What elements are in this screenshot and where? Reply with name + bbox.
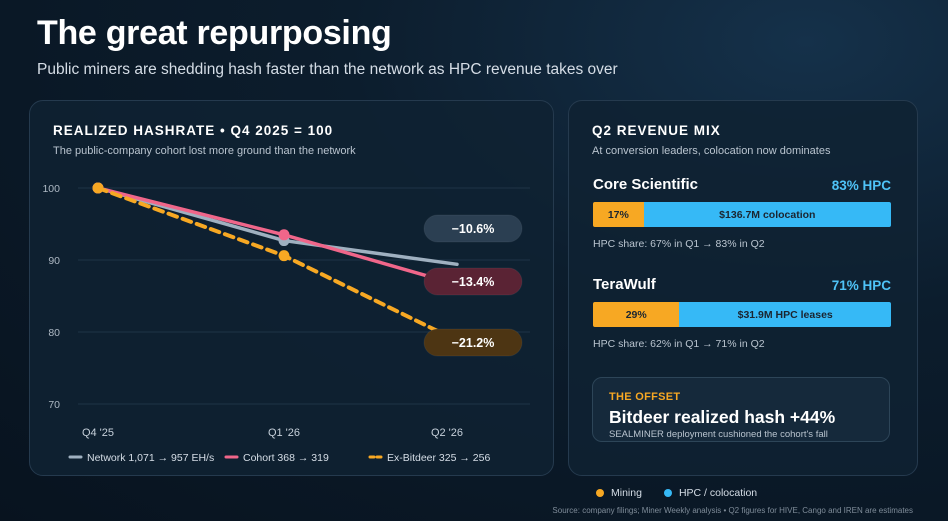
hpc-legend-label: HPC / colocation: [678, 487, 758, 499]
page-subtitle: Public miners are shedding hash faster t…: [37, 61, 618, 78]
end-label: −13.4%: [452, 275, 495, 289]
hpc-share-note-core-scientific: HPC share: 67% in Q1 → 83% in Q2: [593, 238, 765, 250]
mining-segment: 17%: [593, 202, 644, 227]
y-tick-label: 70: [48, 399, 60, 411]
data-point: [278, 229, 290, 241]
legend-label: Ex-Bitdeer 325 → 256: [387, 452, 490, 464]
mining-legend-dot: [596, 489, 604, 497]
hpc-segment: $31.9M HPC leases: [679, 302, 891, 327]
page-title: The great repurposing: [37, 14, 392, 52]
mining-legend-label: Mining: [611, 487, 642, 499]
hashrate-subtitle: The public-company cohort lost more grou…: [53, 145, 356, 157]
hpc-share-note-terawulf: HPC share: 62% in Q1 → 71% in Q2: [593, 338, 765, 350]
x-tick-label: Q2 '26: [431, 427, 463, 439]
offset-label: THE OFFSET: [609, 391, 681, 403]
end-label: −21.2%: [452, 336, 495, 350]
revenue-title: Q2 REVENUE MIX: [592, 123, 721, 138]
data-point: [92, 182, 104, 194]
y-tick-label: 90: [48, 255, 60, 267]
end-label-pill: [423, 267, 523, 296]
hashrate-chart: 100 90 80 70 Q4 '25 Q1 '26 Q2 '26 −10.6% −13.4% −…: [42, 182, 530, 464]
hashrate-panel: REALIZED HASHRATE • Q4 2025 = 100 The pu…: [29, 100, 554, 476]
offset-headline: Bitdeer realized hash +44%: [609, 407, 836, 427]
y-tick-label: 100: [42, 183, 60, 195]
offset-callout: THE OFFSET Bitdeer realized hash +44% SE…: [592, 377, 890, 442]
revenue-bar-terawulf: 29% $31.9M HPC leases: [593, 302, 891, 327]
series-line: [96, 186, 459, 287]
hpc-segment: $136.7M colocation: [643, 202, 891, 227]
y-tick-label: 80: [48, 327, 60, 339]
hashrate-title: REALIZED HASHRATE • Q4 2025 = 100: [53, 123, 334, 138]
x-tick-label: Q1 '26: [268, 427, 300, 439]
offset-note: SEALMINER deployment cushioned the cohor…: [609, 429, 828, 440]
end-label: −10.6%: [452, 222, 495, 236]
revenue-legend: Mining HPC / colocation: [596, 487, 757, 499]
company-hpc-pct-core-scientific: 83% HPC: [831, 178, 891, 193]
source-note: Source: company filings; Miner Weekly an…: [552, 506, 913, 515]
revenue-subtitle: At conversion leaders, colocation now do…: [592, 145, 831, 157]
data-point: [278, 250, 290, 262]
legend-label: Network 1,071 → 957 EH/s: [87, 452, 214, 464]
end-label-pill: [423, 328, 523, 357]
hpc-legend-dot: [663, 489, 672, 497]
company-name-terawulf: TeraWulf: [593, 276, 656, 293]
company-hpc-pct-terawulf: 71% HPC: [831, 278, 891, 293]
company-name-core-scientific: Core Scientific: [593, 176, 699, 193]
series-line: [96, 186, 459, 343]
mining-segment: 29%: [593, 302, 680, 327]
revenue-bar-core-scientific: 17% $136.7M colocation: [593, 202, 891, 227]
x-tick-label: Q4 '25: [82, 427, 114, 439]
end-label-pill: [423, 214, 523, 243]
legend-label: Cohort 368 → 319: [243, 452, 329, 464]
